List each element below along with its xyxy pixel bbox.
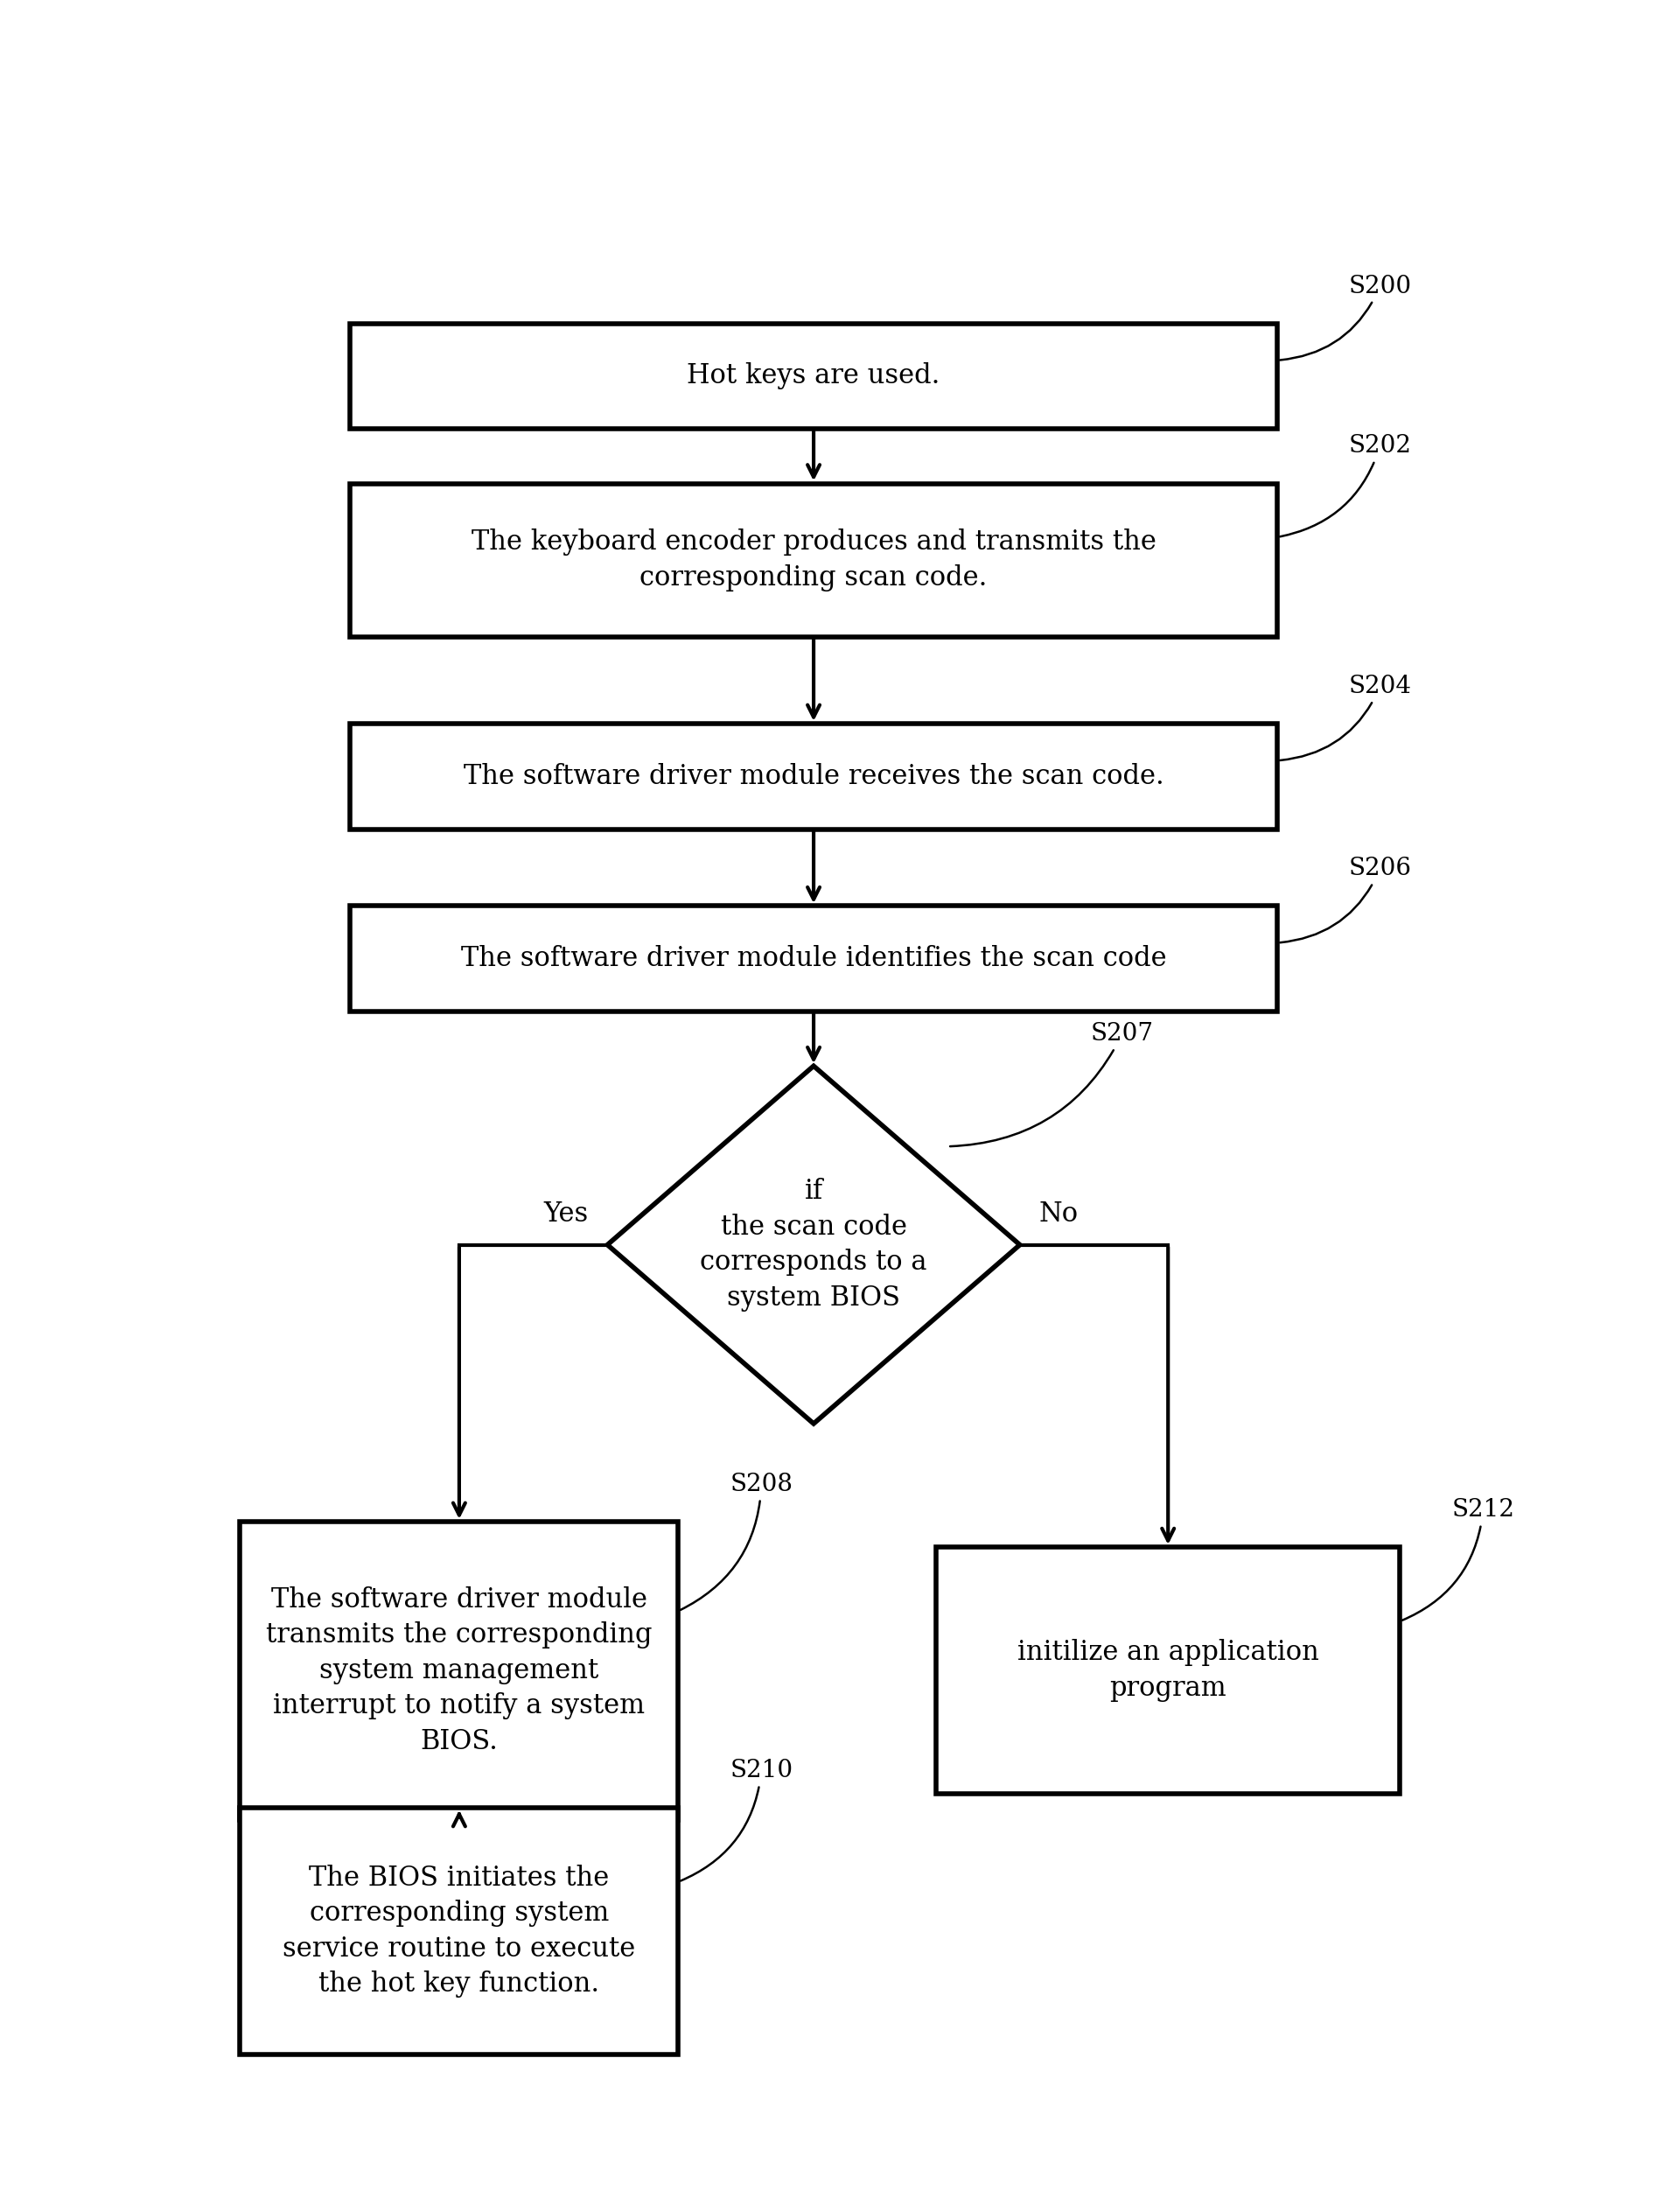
FancyBboxPatch shape bbox=[349, 723, 1277, 830]
Text: Hot keys are used.: Hot keys are used. bbox=[687, 363, 940, 389]
Text: initilize an application
program: initilize an application program bbox=[1018, 1639, 1319, 1701]
Text: The software driver module
transmits the corresponding
system management
interru: The software driver module transmits the… bbox=[266, 1586, 652, 1756]
Polygon shape bbox=[607, 1066, 1019, 1425]
FancyBboxPatch shape bbox=[349, 907, 1277, 1011]
Text: S202: S202 bbox=[1281, 434, 1412, 538]
Text: S206: S206 bbox=[1281, 856, 1412, 942]
Text: S210: S210 bbox=[680, 1759, 793, 1880]
FancyBboxPatch shape bbox=[349, 484, 1277, 637]
Text: S200: S200 bbox=[1281, 274, 1412, 361]
FancyBboxPatch shape bbox=[239, 1522, 679, 1820]
FancyBboxPatch shape bbox=[936, 1546, 1400, 1794]
Text: S204: S204 bbox=[1281, 675, 1412, 761]
Text: if
the scan code
corresponds to a
system BIOS: if the scan code corresponds to a system… bbox=[700, 1179, 928, 1312]
Text: S208: S208 bbox=[680, 1473, 793, 1610]
Text: S207: S207 bbox=[950, 1022, 1154, 1146]
Text: The software driver module receives the scan code.: The software driver module receives the … bbox=[464, 763, 1164, 790]
Text: No: No bbox=[1039, 1201, 1079, 1228]
Text: S212: S212 bbox=[1402, 1498, 1515, 1619]
FancyBboxPatch shape bbox=[349, 323, 1277, 429]
Text: The keyboard encoder produces and transmits the
corresponding scan code.: The keyboard encoder produces and transm… bbox=[471, 529, 1156, 591]
Text: Yes: Yes bbox=[544, 1201, 589, 1228]
FancyBboxPatch shape bbox=[239, 1807, 679, 2055]
Text: The software driver module identifies the scan code: The software driver module identifies th… bbox=[461, 945, 1166, 973]
Text: The BIOS initiates the
corresponding system
service routine to execute
the hot k: The BIOS initiates the corresponding sys… bbox=[283, 1865, 635, 1997]
